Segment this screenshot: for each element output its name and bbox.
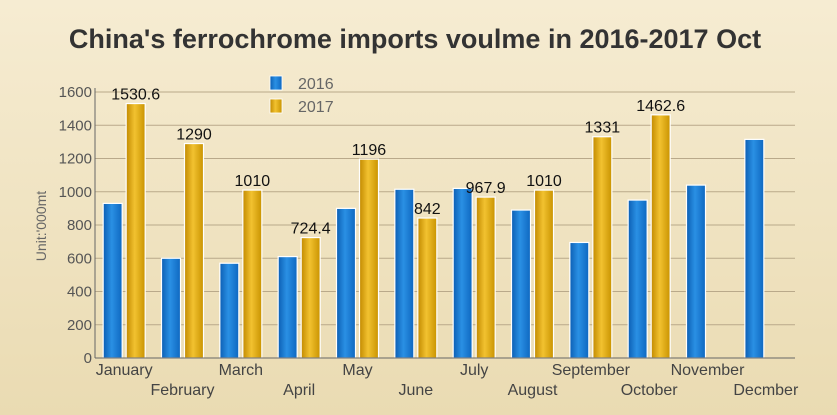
data-label: 1290 [176,127,212,144]
bar-2017-june [417,217,438,359]
x-tick-label: April [283,382,315,399]
data-label: 1331 [585,120,621,137]
legend-swatch-2017 [269,98,283,114]
bar-2016-february [160,257,182,359]
data-labels: 1530.6 1290 1010 724.4 1196 842 967.9 1010 1331 1… [111,87,685,238]
x-tick-label: July [460,362,488,379]
bar-2017-august [533,189,555,359]
legend: 2016 2017 [269,75,334,116]
bar-2017-october [650,114,671,359]
y-tick-label: 400 [67,284,92,301]
bar-2016-august [510,209,532,359]
bar-2017-march [242,189,263,359]
bar-2016-october [627,199,648,359]
data-label: 1530.6 [111,87,160,104]
y-tick-label: 200 [67,317,92,334]
x-tick-label: May [342,362,372,379]
bar-2017-february [183,142,205,359]
y-tick-label: 1600 [59,84,92,101]
data-label: 724.4 [291,221,331,238]
x-tick-label: October [621,382,679,399]
data-label: 842 [414,201,441,218]
data-label: 1010 [235,173,271,190]
bar-2016-april [277,255,298,359]
bar-2016-march [219,262,240,359]
bar-2017-september [592,136,613,359]
bar-2017-july [475,196,496,359]
legend-swatch-2016 [269,75,283,91]
legend-label-2017: 2017 [298,99,334,116]
x-tick-label: August [508,382,558,399]
x-tick-label: March [219,362,263,379]
axes: 0 200 400 600 800 1000 1200 1400 1600 January Febr… [59,84,799,399]
bar-2016-july [452,187,473,359]
x-tick-label: January [96,362,153,379]
data-label: 1010 [526,173,562,190]
legend-label-2016: 2016 [298,76,334,93]
data-label: 1462.6 [636,98,685,115]
data-label: 967.9 [466,180,506,197]
bar-2016-november [685,184,707,359]
y-axis-label: Unit:'000mt [33,191,49,261]
bar-2017-april [300,236,321,359]
bar-2016-decmber [744,138,765,359]
x-tick-label: February [150,382,214,399]
bar-2016-january [102,202,123,359]
bar-2017-may [358,158,380,359]
bar-2016-september [569,241,590,359]
y-tick-label: 1000 [59,184,92,201]
bar-2017-january [125,102,146,359]
bar-2016-may [335,207,357,359]
data-label: 1196 [352,142,387,159]
y-tick-label: 1400 [59,117,92,134]
x-tick-label: June [398,382,433,399]
bar-2016-june [394,188,415,359]
bars [102,102,765,359]
y-tick-label: 0 [84,350,92,367]
y-tick-label: 600 [67,250,92,267]
chart-title: China's ferrochrome imports voulme in 20… [69,24,761,54]
x-tick-label: November [671,362,745,379]
x-tick-label: Decmber [733,382,799,399]
x-tick-label: September [552,362,631,379]
y-tick-label: 1200 [59,151,92,168]
y-tick-label: 800 [67,217,92,234]
